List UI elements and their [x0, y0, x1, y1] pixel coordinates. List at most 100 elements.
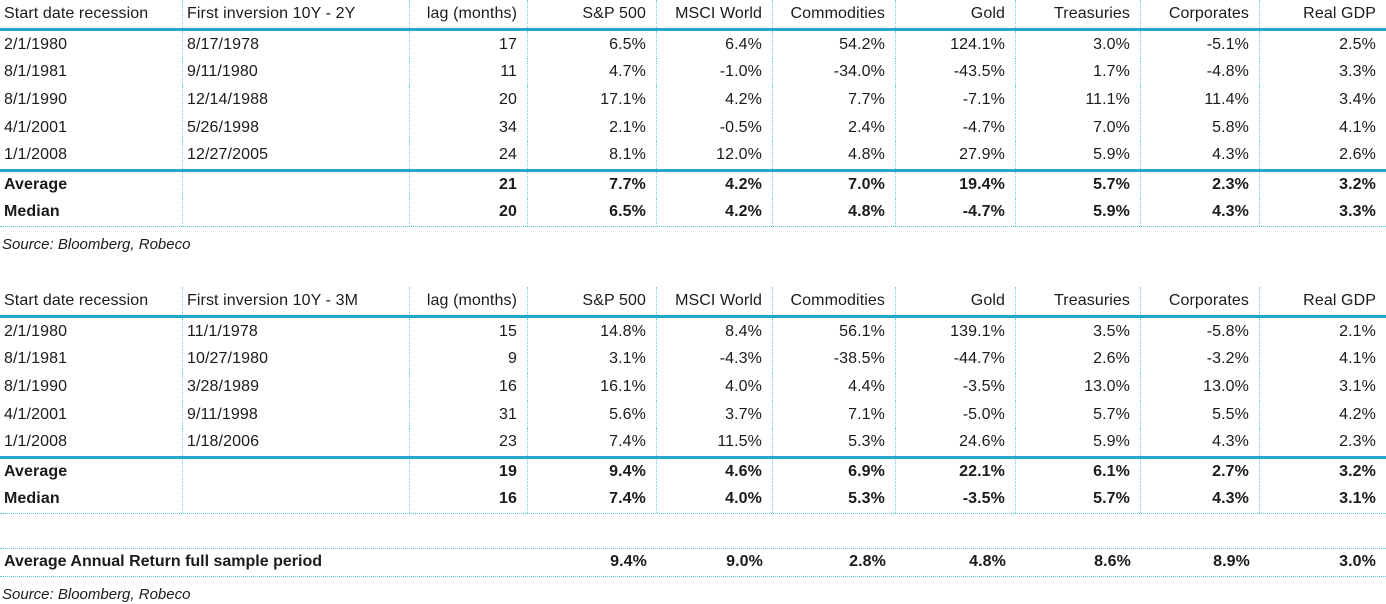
cell-value: 4.3%: [1141, 428, 1260, 456]
cell-text: 4/1/2001: [0, 400, 183, 429]
table-row: 8/1/1990 3/28/1989 16 16.1% 4.0% 4.4% -3.5% 13.…: [0, 373, 1386, 401]
summary-value: 5.9%: [1016, 198, 1141, 226]
summary-value: 2.7%: [1141, 458, 1260, 486]
summary-value: 21: [410, 171, 528, 199]
summary-value: 4.3%: [1141, 485, 1260, 513]
cell-value: 2.3%: [1339, 433, 1376, 451]
column-header: lag (months): [410, 286, 528, 315]
summary-value: 4.2%: [657, 171, 773, 199]
cell-value: 5.7%: [1016, 400, 1141, 429]
cell-text: 5/26/1998: [183, 113, 410, 142]
cell-value: 11.5%: [657, 428, 773, 456]
cell-text: 2/1/1980: [0, 317, 183, 346]
cell-value: 5.9%: [1016, 141, 1141, 169]
table-row: 4/1/2001 9/11/1998 31 5.6% 3.7% 7.1% -5.0% 5.7%…: [0, 400, 1386, 429]
cell-value: -5.8%: [1141, 317, 1260, 346]
summary-value: 4.3%: [1141, 198, 1260, 226]
cell-value: -3.2%: [1141, 345, 1260, 374]
summary-value: 16: [410, 485, 528, 513]
cell-value: 2.5%: [1339, 35, 1376, 53]
summary-value: 9.4%: [528, 458, 657, 486]
cell-text: 9/11/1980: [183, 58, 410, 87]
cell-value: 7.7%: [773, 86, 896, 114]
summary-value: 2.3%: [1141, 171, 1260, 199]
column-header: Treasuries: [1016, 286, 1141, 315]
cell-text: 2/1/1980: [0, 31, 183, 59]
full-sample-value: 3.0%: [1339, 553, 1376, 571]
summary-label: Average: [0, 171, 183, 199]
summary-value: 3.1%: [1339, 490, 1376, 508]
cell-text: 8/1/1981: [0, 58, 183, 87]
cell-text: 10/27/1980: [183, 345, 410, 374]
cell-value: 5.3%: [773, 428, 896, 456]
cell-value: 2.4%: [773, 113, 896, 142]
cell-value: 12.0%: [657, 141, 773, 169]
cell-value: 23: [410, 428, 528, 456]
table-row: 8/1/1981 9/11/1980 11 4.7% -1.0% -34.0% -43.5%…: [0, 58, 1386, 87]
column-header: Start date recession: [0, 0, 183, 28]
table-inversion-10y-3m: Start date recession First inversion 10Y …: [0, 286, 1386, 514]
cell-value: 3.0%: [1016, 31, 1141, 59]
cell-value: -4.7%: [896, 113, 1016, 142]
column-header: Corporates: [1141, 0, 1260, 28]
cell-value: 2.1%: [528, 113, 657, 142]
full-sample-value: 8.6%: [1094, 553, 1131, 571]
summary-value: 3.3%: [1339, 203, 1376, 221]
cell-text: 8/17/1978: [183, 31, 410, 59]
column-header: Commodities: [773, 286, 896, 315]
cell-value: 14.8%: [528, 317, 657, 346]
cell-value: 17.1%: [528, 86, 657, 114]
column-header: Corporates: [1141, 286, 1260, 315]
cell-text: 9/11/1998: [183, 400, 410, 429]
summary-value: 4.2%: [657, 198, 773, 226]
column-header: lag (months): [410, 0, 528, 28]
cell-value: 3.5%: [1016, 317, 1141, 346]
cell-value: 7.1%: [773, 400, 896, 429]
column-header: MSCI World: [657, 286, 773, 315]
column-header: S&P 500: [528, 286, 657, 315]
summary-value: 7.7%: [528, 171, 657, 199]
summary-value: 4.8%: [773, 198, 896, 226]
table-row: 8/1/1981 10/27/1980 9 3.1% -4.3% -38.5% -44.7%…: [0, 345, 1386, 374]
cell-value: 8.1%: [528, 141, 657, 169]
summary-value: 19: [410, 458, 528, 486]
summary-value: -3.5%: [896, 485, 1016, 513]
cell-value: 139.1%: [896, 317, 1016, 346]
summary-value: 5.3%: [773, 485, 896, 513]
cell-value: 13.0%: [1016, 373, 1141, 401]
column-header: Gold: [896, 0, 1016, 28]
table-row: 2/1/1980 11/1/1978 15 14.8% 8.4% 56.1% 139.1% 3…: [0, 317, 1386, 346]
table-row: 1/1/2008 1/18/2006 23 7.4% 11.5% 5.3% 24.6% 5.9…: [0, 428, 1386, 456]
summary-value: 6.5%: [528, 198, 657, 226]
summary-row: Average 19 9.4% 4.6% 6.9% 22.1% 6.1% 2.7% 3.2%: [0, 458, 1386, 486]
full-sample-value: 8.9%: [1213, 553, 1250, 571]
summary-value: 4.0%: [657, 485, 773, 513]
table-row: 8/1/1990 12/14/1988 20 17.1% 4.2% 7.7% -7.1% 11…: [0, 86, 1386, 114]
cell-value: 6.5%: [528, 31, 657, 59]
summary-value: 3.2%: [1339, 176, 1376, 194]
summary-value: 20: [410, 198, 528, 226]
summary-value: [183, 485, 410, 513]
cell-value: 11: [410, 58, 528, 87]
cell-value: 56.1%: [773, 317, 896, 346]
column-header: MSCI World: [657, 0, 773, 28]
cell-value: -43.5%: [896, 58, 1016, 87]
summary-value: 7.0%: [773, 171, 896, 199]
summary-label: Median: [0, 485, 183, 513]
summary-value: [183, 171, 410, 199]
full-sample-average-row: Average Annual Return full sample period…: [0, 547, 1386, 577]
column-header: Gold: [896, 286, 1016, 315]
cell-text: 1/18/2006: [183, 428, 410, 456]
cell-value: 34: [410, 113, 528, 142]
cell-value: 3.1%: [528, 345, 657, 374]
cell-value: 5.8%: [1141, 113, 1260, 142]
cell-value: -3.5%: [896, 373, 1016, 401]
cell-value: -1.0%: [657, 58, 773, 87]
column-header: Real GDP: [1303, 5, 1376, 22]
table-row: 1/1/2008 12/27/2005 24 8.1% 12.0% 4.8% 27.9% 5.…: [0, 141, 1386, 169]
cell-value: 4.8%: [773, 141, 896, 169]
cell-text: 8/1/1981: [0, 345, 183, 374]
cell-value: 54.2%: [773, 31, 896, 59]
summary-value: [183, 458, 410, 486]
